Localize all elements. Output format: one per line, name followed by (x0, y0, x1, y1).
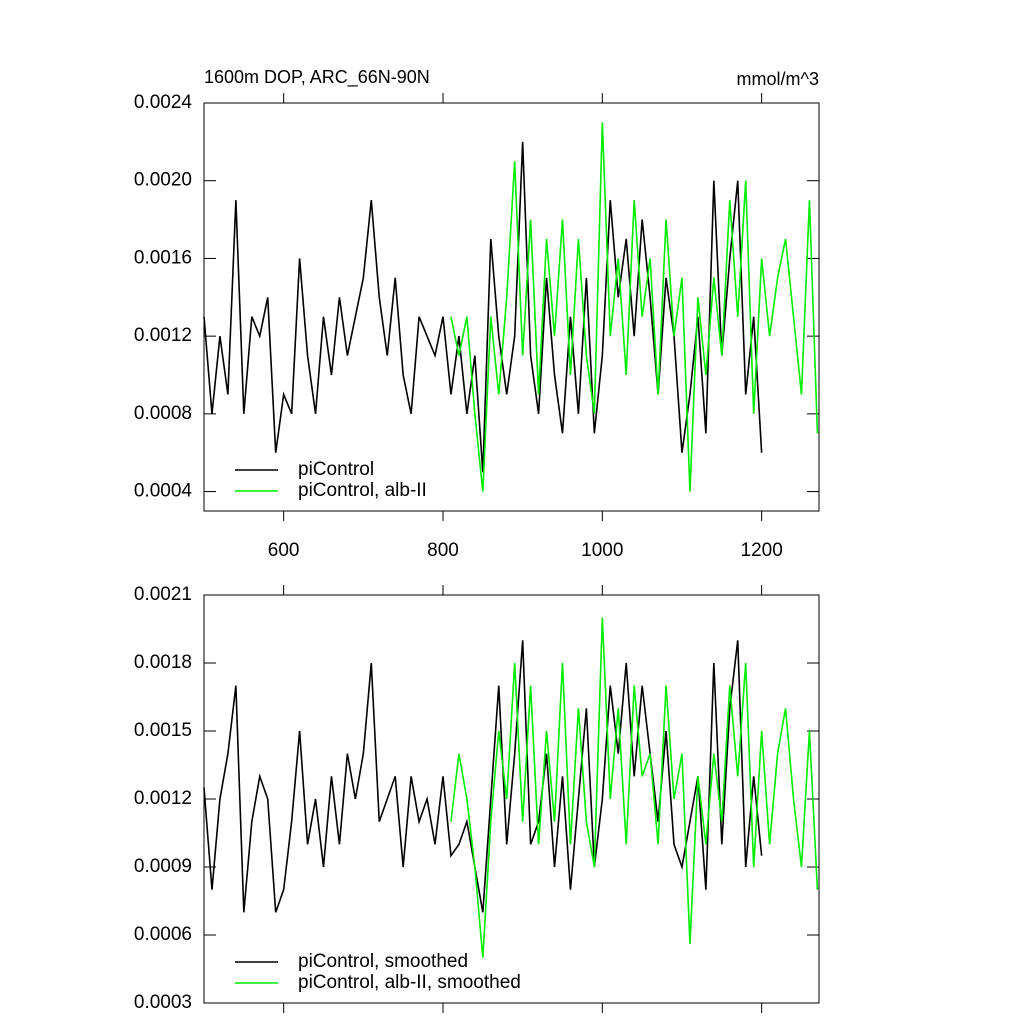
y-tick-label: 0.0012 (134, 325, 192, 346)
y-tick-label: 0.0016 (134, 247, 192, 268)
y-tick-label: 0.0004 (134, 481, 193, 502)
y-tick-label: 0.0008 (134, 403, 192, 424)
y-tick-label: 0.0020 (134, 170, 192, 191)
series-line (450, 617, 819, 958)
units-label: mmol/m^3 (737, 69, 819, 89)
legend-label: piControl, alb-II, smoothed (298, 972, 521, 993)
y-tick-label: 0.0015 (134, 720, 192, 741)
series-line (203, 640, 763, 913)
x-tick-label: 1200 (741, 540, 783, 561)
legend-label: piControl, smoothed (298, 951, 468, 972)
series-line (450, 122, 819, 492)
x-tick-label: 800 (427, 540, 459, 561)
x-tick-label: 1000 (581, 540, 623, 561)
series-line (203, 141, 763, 473)
y-tick-label: 0.0021 (134, 584, 192, 605)
y-tick-label: 0.0003 (134, 992, 192, 1013)
y-tick-label: 0.0009 (134, 856, 192, 877)
y-tick-label: 0.0018 (134, 652, 192, 673)
chart-title: 1600m DOP, ARC_66N-90N (204, 67, 430, 88)
plot-frame (203, 102, 820, 512)
y-tick-label: 0.0012 (134, 788, 192, 809)
x-tick-label: 600 (268, 540, 300, 561)
y-tick-label: 0.0006 (134, 924, 192, 945)
y-tick-label: 0.0024 (134, 92, 193, 113)
legend-label: piControl (298, 459, 374, 480)
legend-label: piControl, alb-II (298, 480, 427, 501)
